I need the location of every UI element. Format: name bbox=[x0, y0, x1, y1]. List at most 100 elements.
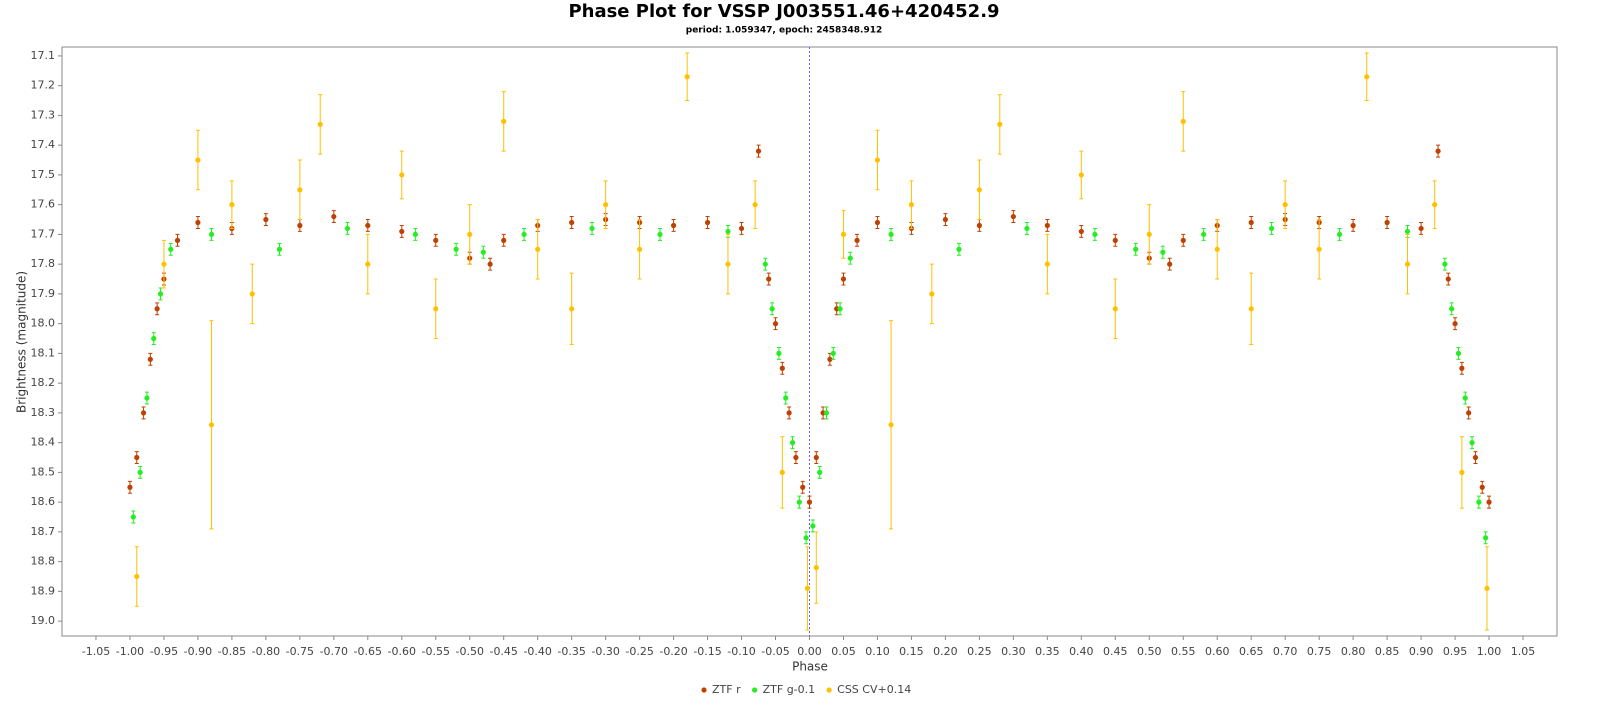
data-point bbox=[144, 395, 150, 401]
data-point bbox=[840, 231, 847, 238]
data-point bbox=[725, 228, 731, 235]
data-point bbox=[704, 219, 711, 226]
data-point bbox=[1010, 213, 1016, 220]
series bbox=[134, 52, 1490, 631]
y-tick-label: 18.0 bbox=[31, 317, 56, 330]
data-point bbox=[147, 356, 153, 362]
data-point bbox=[1476, 499, 1482, 505]
data-point bbox=[1452, 321, 1458, 327]
data-point bbox=[1462, 395, 1468, 401]
x-tick-label: -0.65 bbox=[354, 645, 382, 658]
data-point bbox=[684, 74, 690, 80]
data-point bbox=[1432, 202, 1438, 208]
data-point bbox=[1336, 231, 1343, 238]
data-point bbox=[800, 484, 806, 490]
data-point bbox=[501, 118, 507, 124]
data-point bbox=[1092, 231, 1098, 238]
data-point bbox=[433, 237, 439, 243]
x-tick-label: 0.55 bbox=[1171, 645, 1196, 658]
data-point bbox=[827, 356, 833, 362]
data-point bbox=[817, 469, 823, 475]
x-tick-label: -0.45 bbox=[489, 645, 517, 658]
data-point bbox=[161, 261, 167, 267]
data-point bbox=[1442, 261, 1448, 267]
y-tick-label: 18.6 bbox=[31, 495, 56, 508]
y-tick-label: 19.0 bbox=[31, 614, 56, 627]
data-point bbox=[976, 187, 982, 193]
x-tick-label: 0.40 bbox=[1069, 645, 1094, 658]
data-point bbox=[823, 410, 830, 416]
x-tick-label: -0.40 bbox=[523, 645, 551, 658]
x-tick-label: -0.50 bbox=[455, 645, 483, 658]
y-tick-label: 17.7 bbox=[31, 227, 56, 240]
data-point bbox=[1316, 246, 1322, 252]
data-point bbox=[569, 306, 575, 312]
data-point bbox=[365, 222, 371, 229]
data-point bbox=[810, 523, 816, 529]
legend-label: ZTF r bbox=[712, 683, 741, 696]
x-tick-label: -0.85 bbox=[218, 645, 246, 658]
data-point bbox=[847, 255, 853, 261]
data-point bbox=[1404, 261, 1411, 267]
data-point bbox=[130, 514, 136, 520]
data-point bbox=[766, 276, 772, 282]
data-point bbox=[776, 350, 782, 356]
x-tick-label: -0.55 bbox=[422, 645, 450, 658]
data-point bbox=[208, 231, 215, 238]
data-point bbox=[769, 306, 775, 312]
data-point bbox=[725, 261, 731, 267]
x-tick-label: 0.35 bbox=[1035, 645, 1060, 658]
data-point bbox=[1455, 350, 1462, 356]
x-tick-label: -1.05 bbox=[82, 645, 110, 658]
legend-marker bbox=[701, 687, 707, 693]
data-point bbox=[840, 276, 847, 282]
data-point bbox=[976, 222, 982, 229]
data-point bbox=[1248, 219, 1254, 226]
y-tick-label: 17.4 bbox=[31, 138, 56, 151]
data-point bbox=[738, 225, 745, 232]
data-point bbox=[779, 469, 785, 475]
data-point bbox=[1459, 469, 1465, 475]
legend-marker bbox=[826, 687, 832, 693]
data-point bbox=[786, 410, 792, 416]
x-tick-label: -0.60 bbox=[388, 645, 416, 658]
data-point bbox=[1479, 484, 1485, 490]
x-axis-label: Phase bbox=[792, 660, 828, 674]
data-point bbox=[453, 246, 459, 252]
data-point bbox=[1282, 202, 1288, 208]
data-point bbox=[157, 291, 164, 297]
data-point bbox=[1483, 535, 1489, 541]
x-tick-label: 0.45 bbox=[1103, 645, 1128, 658]
y-tick-label: 18.8 bbox=[31, 555, 56, 568]
data-point bbox=[997, 121, 1003, 127]
data-point bbox=[1486, 499, 1492, 505]
y-tick-label: 18.5 bbox=[31, 465, 56, 478]
data-point bbox=[888, 422, 894, 428]
data-point bbox=[813, 454, 819, 461]
x-tick-label: 0.75 bbox=[1307, 645, 1332, 658]
x-tick-label: 0.15 bbox=[899, 645, 924, 658]
data-point bbox=[603, 202, 609, 208]
data-point bbox=[783, 395, 789, 401]
data-point bbox=[1418, 225, 1424, 232]
data-point bbox=[195, 219, 201, 226]
data-point bbox=[806, 499, 813, 505]
data-point bbox=[1160, 249, 1166, 255]
data-point bbox=[929, 291, 935, 297]
data-point bbox=[263, 216, 269, 223]
data-point bbox=[956, 246, 962, 252]
x-tick-label: 0.65 bbox=[1239, 645, 1264, 658]
data-point bbox=[752, 202, 758, 208]
data-point bbox=[317, 121, 323, 127]
y-tick-label: 18.4 bbox=[31, 436, 56, 449]
x-tick-label: -0.35 bbox=[557, 645, 585, 658]
data-point bbox=[195, 157, 201, 163]
data-point bbox=[1435, 148, 1441, 154]
x-tick-label: 0.95 bbox=[1443, 645, 1468, 658]
data-point bbox=[1180, 118, 1186, 124]
y-axis-label: Brightness (magnitude) bbox=[15, 271, 29, 413]
data-point bbox=[134, 573, 140, 580]
data-point bbox=[796, 499, 802, 505]
legend-label: ZTF g-0.1 bbox=[763, 683, 816, 696]
